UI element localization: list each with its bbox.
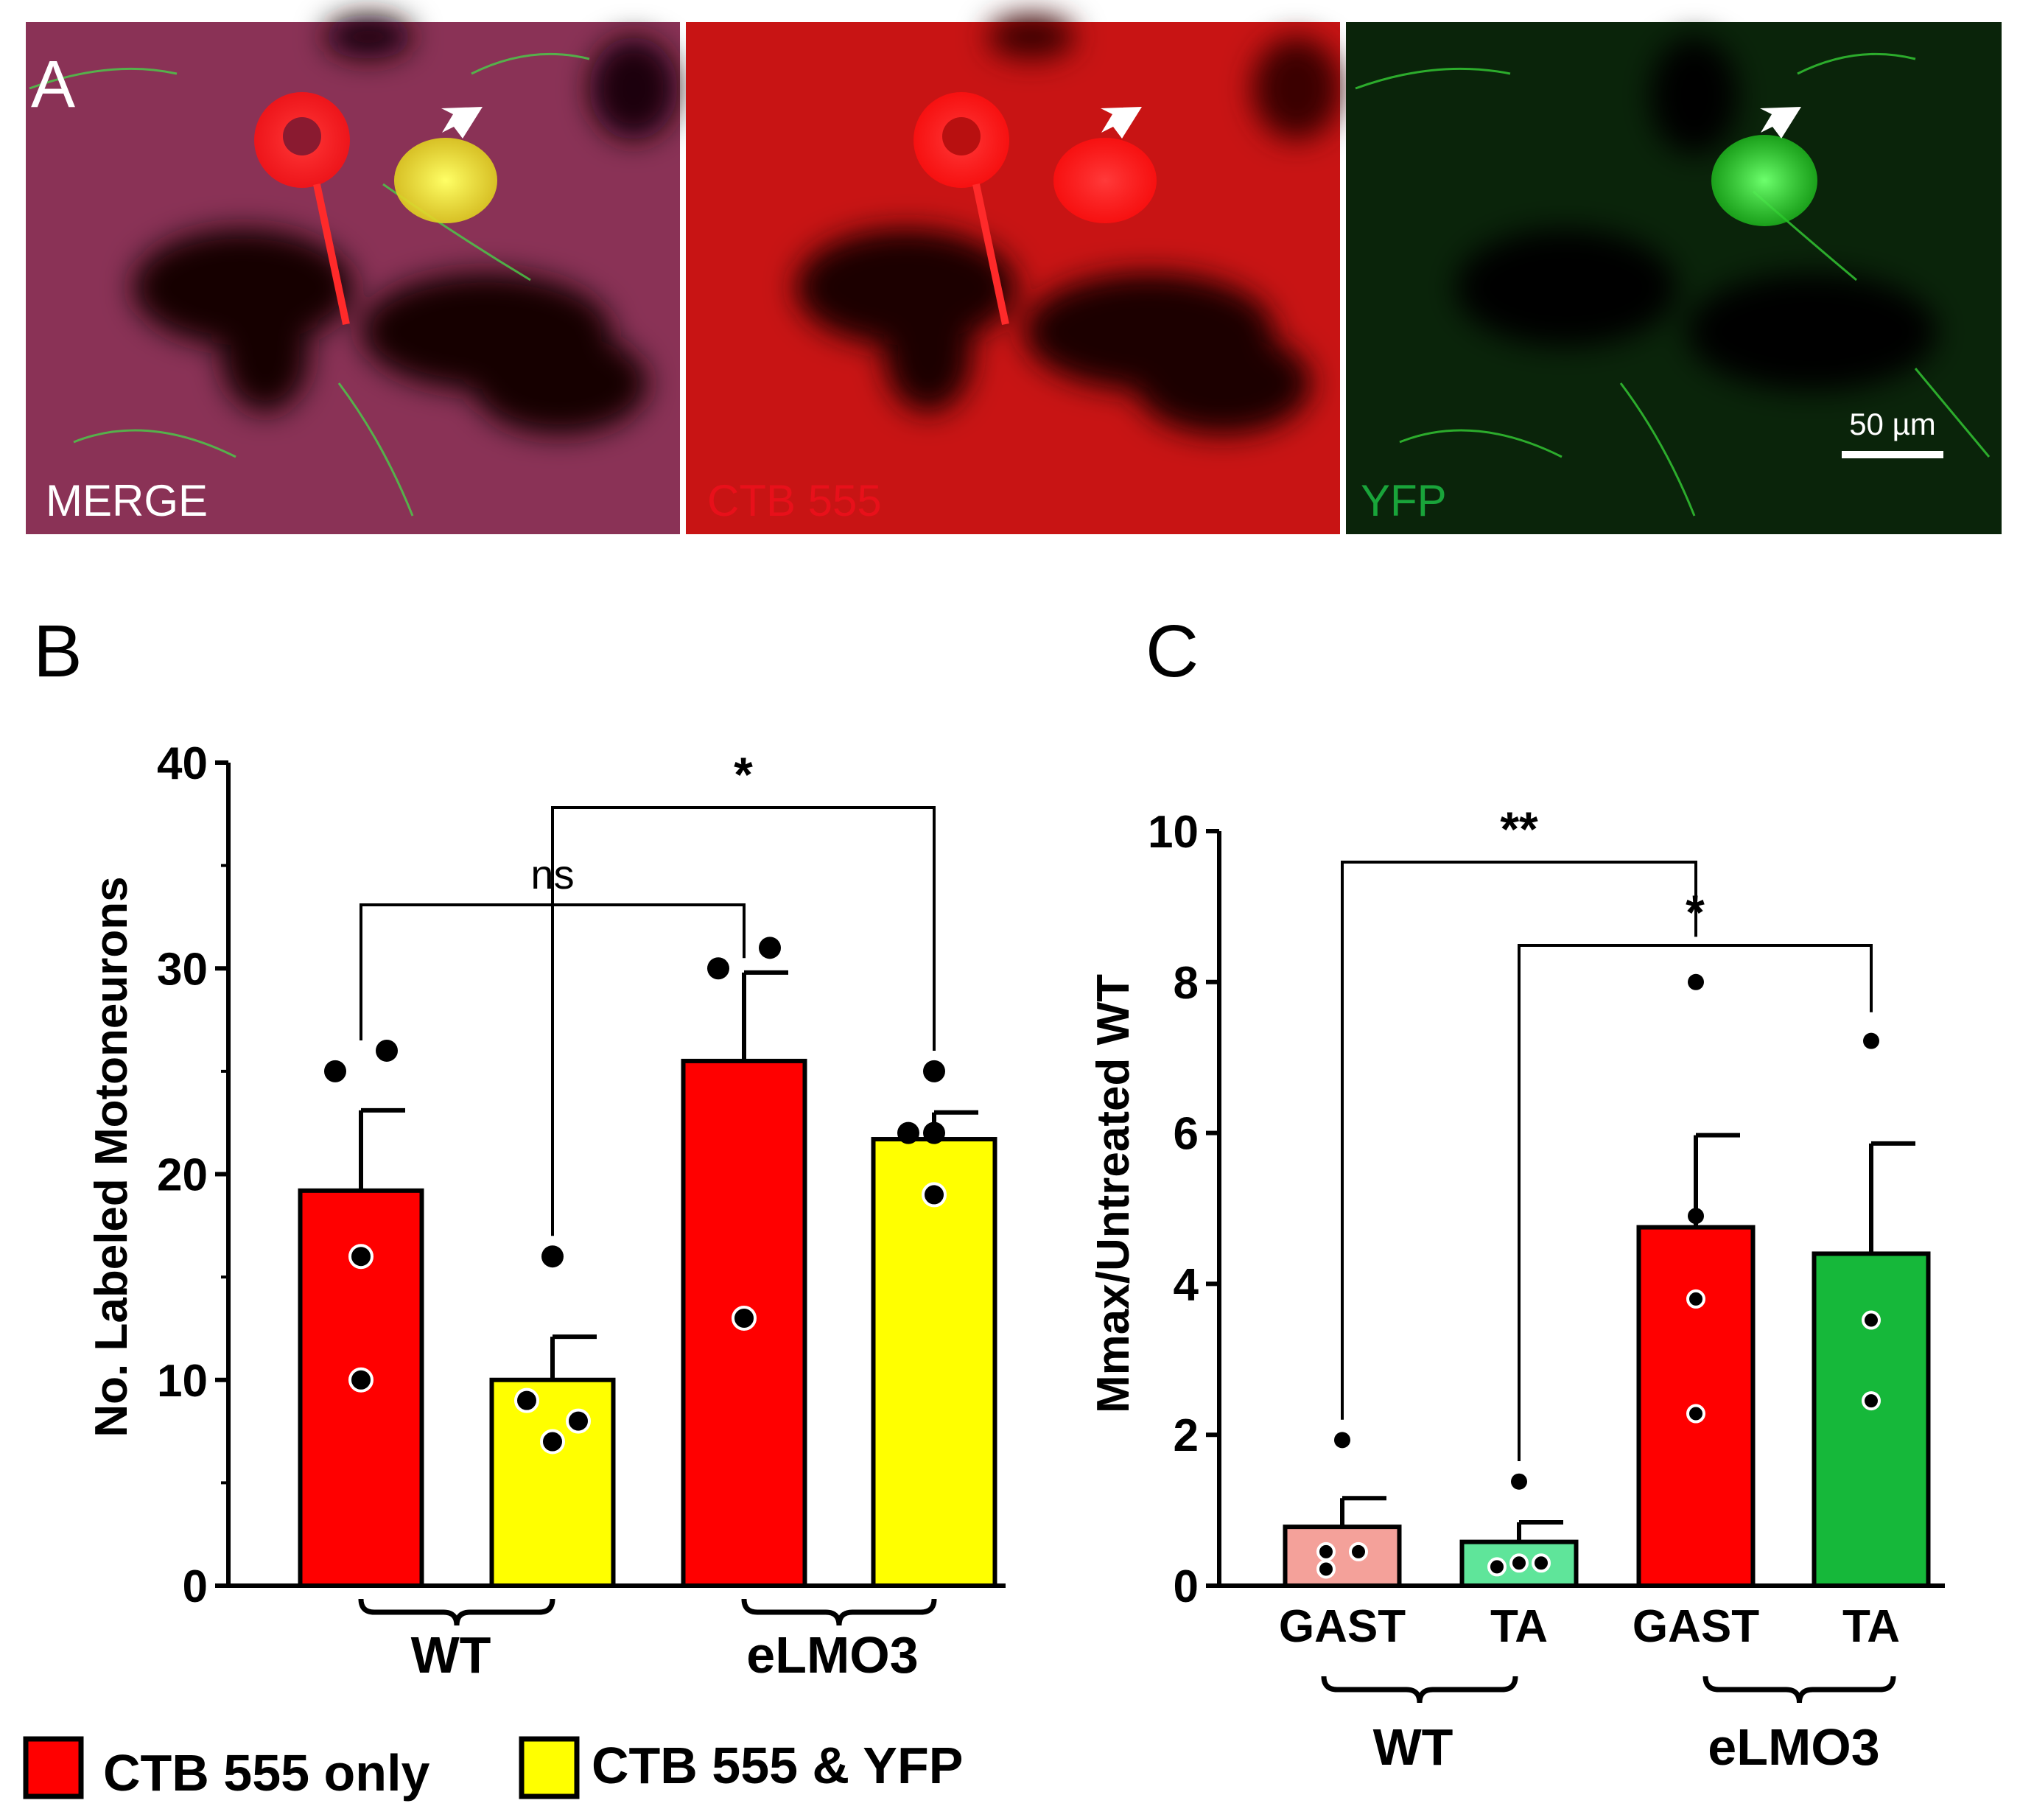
chart-c-significance-bracket bbox=[1518, 944, 1873, 1462]
chart-c-group-brace bbox=[1702, 1676, 1896, 1704]
chart-c-x-tick-label: TA bbox=[1842, 1601, 1900, 1652]
chart-b-bar bbox=[489, 1377, 616, 1588]
panel-b-label: B bbox=[33, 610, 83, 693]
ctb555-micrograph bbox=[686, 15, 1341, 534]
chart-b-data-point bbox=[514, 1387, 539, 1413]
chart-b-data-point bbox=[897, 1121, 919, 1144]
merge-caption: MERGE bbox=[46, 476, 208, 525]
chart-b-data-point bbox=[923, 1060, 945, 1082]
chart-b-significance-bracket bbox=[551, 806, 936, 1236]
chart-c-bar bbox=[1812, 1251, 1931, 1588]
chart-b-group-brace bbox=[358, 1598, 555, 1626]
chart-b: No. Labeled Motoneurons WT eLMO3 0 10 20 30… bbox=[86, 738, 1006, 1684]
chart-b-data-point bbox=[376, 1039, 398, 1062]
chart-c-y-tick-label: 10 bbox=[1148, 807, 1199, 858]
panel-a-label: A bbox=[31, 48, 75, 122]
chart-c-x-tick-label: GAST bbox=[1633, 1601, 1759, 1652]
chart-b-bar bbox=[871, 1137, 997, 1588]
chart-b-group-label-elmo3: eLMO3 bbox=[746, 1626, 918, 1684]
chart-b-significance-label: * bbox=[734, 747, 753, 802]
chart-c-data-point bbox=[1862, 1310, 1881, 1330]
yfp-micrograph bbox=[1346, 22, 2002, 534]
chart-c-group-brace bbox=[1321, 1676, 1518, 1704]
chart-b-data-point bbox=[759, 937, 781, 959]
chart-c-data-point bbox=[1334, 1432, 1350, 1449]
chart-c-data-point bbox=[1316, 1559, 1336, 1579]
chart-b-y-tick-label: 30 bbox=[157, 944, 208, 995]
chart-c-data-point bbox=[1686, 1289, 1705, 1309]
legend-label-ctb-only: CTB 555 only bbox=[103, 1744, 430, 1802]
chart-c-data-point bbox=[1509, 1553, 1529, 1573]
chart-c-x-tick-label: GAST bbox=[1279, 1601, 1406, 1652]
chart-c-y-tick-label: 8 bbox=[1174, 958, 1199, 1009]
chart-c-data-point bbox=[1532, 1553, 1551, 1573]
chart-c-y-tick-label: 4 bbox=[1174, 1259, 1199, 1310]
chart-b-data-point bbox=[707, 957, 729, 980]
chart-c-data-point bbox=[1688, 1208, 1704, 1225]
chart-b-y-tick-label: 40 bbox=[157, 738, 208, 789]
ctb555-caption: CTB 555 bbox=[707, 476, 882, 525]
chart-c-data-point bbox=[1316, 1541, 1336, 1561]
chart-c-data-point bbox=[1686, 1404, 1705, 1424]
chart-c-data-point bbox=[1487, 1557, 1507, 1577]
chart-b-y-axis-label: No. Labeled Motoneurons bbox=[86, 876, 137, 1437]
merge-micrograph bbox=[26, 15, 680, 534]
chart-b-data-point bbox=[732, 1305, 757, 1331]
legend-label-ctb-yfp: CTB 555 & YFP bbox=[592, 1737, 963, 1794]
yfp-caption: YFP bbox=[1361, 476, 1447, 525]
chart-b-group-label-wt: WT bbox=[411, 1626, 491, 1684]
chart-c-bar bbox=[1283, 1525, 1402, 1588]
chart-b-y-tick-label: 20 bbox=[157, 1150, 208, 1201]
chart-b-data-point bbox=[348, 1367, 374, 1393]
chart-b-y-tick-label: 0 bbox=[183, 1561, 208, 1612]
arrow-icon-yfp bbox=[1760, 107, 1801, 139]
chart-b-data-point bbox=[541, 1245, 564, 1268]
chart-c-y-tick-label: 6 bbox=[1174, 1109, 1199, 1160]
chart-c-x-tick-label: TA bbox=[1490, 1601, 1548, 1652]
chart-c-data-point bbox=[1349, 1541, 1368, 1561]
chart-b-group-brace bbox=[741, 1598, 937, 1626]
chart-c-y-tick-label: 2 bbox=[1174, 1410, 1199, 1461]
chart-c-data-point bbox=[1688, 973, 1704, 990]
legend-swatch-ctb-only bbox=[23, 1736, 84, 1799]
chart-c-group-label-wt: WT bbox=[1373, 1718, 1453, 1776]
scale-bar-label: 50 µm bbox=[1849, 407, 1936, 441]
chart-c-significance-label: * bbox=[1686, 885, 1705, 939]
chart-c-significance-label: ** bbox=[1500, 802, 1538, 856]
chart-b-y-tick-label: 10 bbox=[157, 1356, 208, 1407]
chart-b-data-point bbox=[922, 1182, 947, 1208]
panel-c-label: C bbox=[1146, 610, 1199, 693]
chart-b-legend: CTB 555 only CTB 555 & YFP bbox=[23, 1736, 963, 1802]
panel-a: A MERGE CTB 555 bbox=[26, 15, 2002, 534]
scale-bar bbox=[1842, 451, 1943, 458]
chart-b-data-point bbox=[324, 1060, 346, 1082]
chart-c-data-point bbox=[1862, 1391, 1881, 1411]
chart-c-data-point bbox=[1511, 1473, 1527, 1490]
chart-c-y-axis-label: Mmax/Untreated WT bbox=[1088, 974, 1139, 1413]
arrow-icon-merge bbox=[441, 107, 483, 139]
chart-b-data-point bbox=[566, 1408, 591, 1434]
chart-b-data-point bbox=[923, 1121, 945, 1144]
chart-b-data-point bbox=[348, 1244, 374, 1270]
legend-swatch-ctb-yfp bbox=[519, 1736, 580, 1799]
arrow-icon-ctb555 bbox=[1101, 107, 1142, 139]
chart-c-y-tick-label: 0 bbox=[1174, 1561, 1199, 1612]
chart-c-significance-bracket bbox=[1341, 861, 1697, 1420]
chart-b-data-point bbox=[540, 1429, 565, 1455]
chart-c-group-label-elmo3: eLMO3 bbox=[1708, 1718, 1879, 1776]
chart-c-data-point bbox=[1863, 1032, 1879, 1049]
